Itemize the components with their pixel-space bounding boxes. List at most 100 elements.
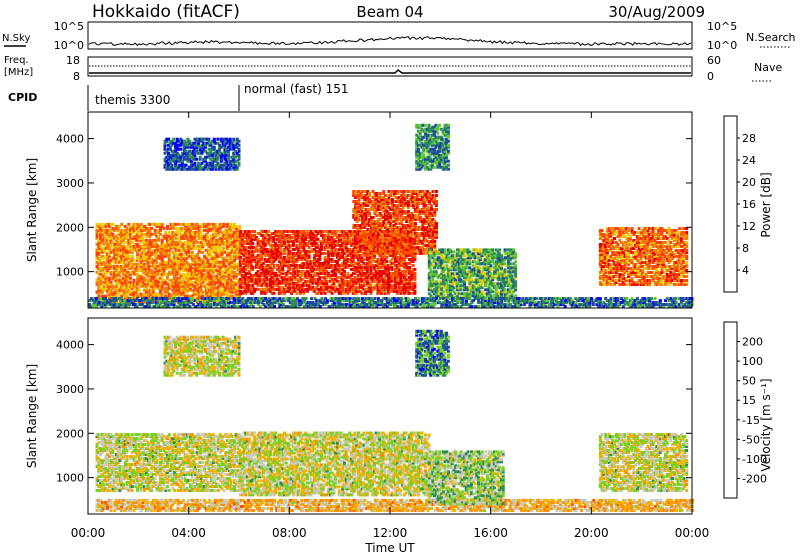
power-cell-0 (113, 248, 117, 252)
power-cell-1 (239, 230, 242, 233)
power-cell-1 (260, 263, 264, 267)
power-cell-1 (323, 237, 327, 241)
power-cell-0 (178, 226, 182, 230)
power-cell-0 (167, 260, 171, 264)
power-cell-1 (288, 285, 292, 289)
power-cell-0 (118, 240, 122, 244)
power-cell-0 (148, 274, 152, 278)
power-cell-0 (178, 290, 182, 294)
power-cell-0 (141, 280, 145, 284)
power-cell-1 (304, 283, 308, 287)
power-cell-1 (254, 263, 258, 267)
power-cell-1 (261, 233, 265, 237)
power-cell-1 (313, 253, 316, 257)
power-cell-1 (240, 291, 244, 295)
power-cell-0 (180, 282, 184, 286)
power-cell-0 (196, 244, 199, 248)
power-cell-1 (305, 275, 309, 279)
power-cell-1 (263, 257, 267, 261)
power-cell-0 (136, 256, 140, 260)
power-cell-0 (102, 276, 106, 280)
power-cell-0 (125, 236, 129, 240)
power-cell-0 (141, 228, 145, 232)
power-cell-1 (261, 239, 265, 243)
power-cell-0 (217, 268, 221, 272)
power-cell-1 (318, 249, 322, 253)
power-cell-0 (162, 260, 166, 264)
power-cell-1 (277, 285, 281, 289)
power-cell-1 (281, 241, 285, 245)
power-cell-1 (293, 287, 297, 291)
power-cell-0 (224, 280, 228, 284)
power-cell-0 (181, 274, 185, 278)
power-cell-0 (130, 254, 134, 258)
power-cell-0 (234, 246, 238, 250)
power-cell-0 (234, 276, 238, 280)
power-cell-0 (129, 280, 132, 284)
power-cell-1 (286, 247, 290, 251)
power-cell-0 (208, 288, 212, 292)
power-cell-0 (125, 292, 129, 296)
power-cell-1 (270, 251, 274, 255)
power-cell-0 (107, 286, 111, 290)
power-cell-1 (291, 281, 295, 285)
power-cell-1 (242, 273, 246, 277)
power-cell-0 (199, 234, 203, 238)
power-cell-1 (304, 232, 308, 235)
power-cell-1 (284, 283, 288, 287)
power-cell-1 (297, 271, 301, 275)
power-cell-0 (208, 222, 212, 226)
power-cell-0 (194, 246, 198, 250)
power-cell-0 (183, 284, 187, 288)
power-cell-1 (291, 239, 295, 243)
power-cell-1 (321, 251, 325, 255)
power-cell-0 (123, 264, 127, 268)
power-cell-0 (113, 254, 117, 258)
power-cell-1 (320, 267, 323, 271)
power-cell-1 (274, 232, 278, 235)
power-cell-1 (286, 259, 290, 263)
power-cell-0 (229, 264, 233, 268)
power-cell-0 (139, 224, 143, 228)
power-cell-1 (283, 291, 286, 295)
power-cell-0 (104, 264, 108, 268)
power-cell-0 (215, 274, 219, 278)
power-cell-1 (311, 247, 315, 251)
power-cell-1 (288, 239, 292, 243)
power-cell-0 (99, 258, 103, 262)
power-cell-0 (173, 250, 177, 254)
power-cell-1 (316, 281, 320, 285)
power-cell-1 (253, 277, 257, 281)
power-cell-0 (150, 272, 154, 276)
power-cell-0 (97, 228, 101, 232)
power-cell-1 (270, 267, 274, 271)
power-cell-0 (144, 232, 148, 236)
power-cell-1 (335, 249, 339, 253)
power-cell-0 (197, 290, 201, 294)
power-cell-0 (196, 268, 199, 272)
power-cell-0 (129, 248, 132, 252)
power-cell-0 (227, 270, 231, 274)
power-cell-1 (267, 269, 271, 273)
power-cell-0 (222, 276, 226, 280)
power-cell-0 (224, 266, 228, 270)
power-cell-1 (293, 273, 297, 277)
power-cell-1 (242, 269, 246, 273)
power-cell-0 (148, 280, 152, 284)
power-cell-1 (335, 259, 339, 263)
power-cell-0 (118, 250, 122, 254)
power-cell-0 (203, 284, 206, 288)
power-cell-0 (174, 252, 178, 256)
power-cell-0 (174, 258, 178, 262)
power-cell-0 (137, 244, 141, 248)
power-cell-0 (148, 284, 152, 288)
power-cell-1 (246, 289, 249, 293)
power-cell-2 (354, 237, 357, 241)
power-cell-0 (199, 224, 203, 228)
power-cell-1 (327, 241, 331, 245)
power-cell-1 (339, 247, 343, 251)
power-cell-0 (211, 240, 215, 244)
power-cell-1 (244, 291, 248, 295)
power-cell-0 (97, 276, 101, 280)
power-cell-0 (194, 284, 198, 288)
